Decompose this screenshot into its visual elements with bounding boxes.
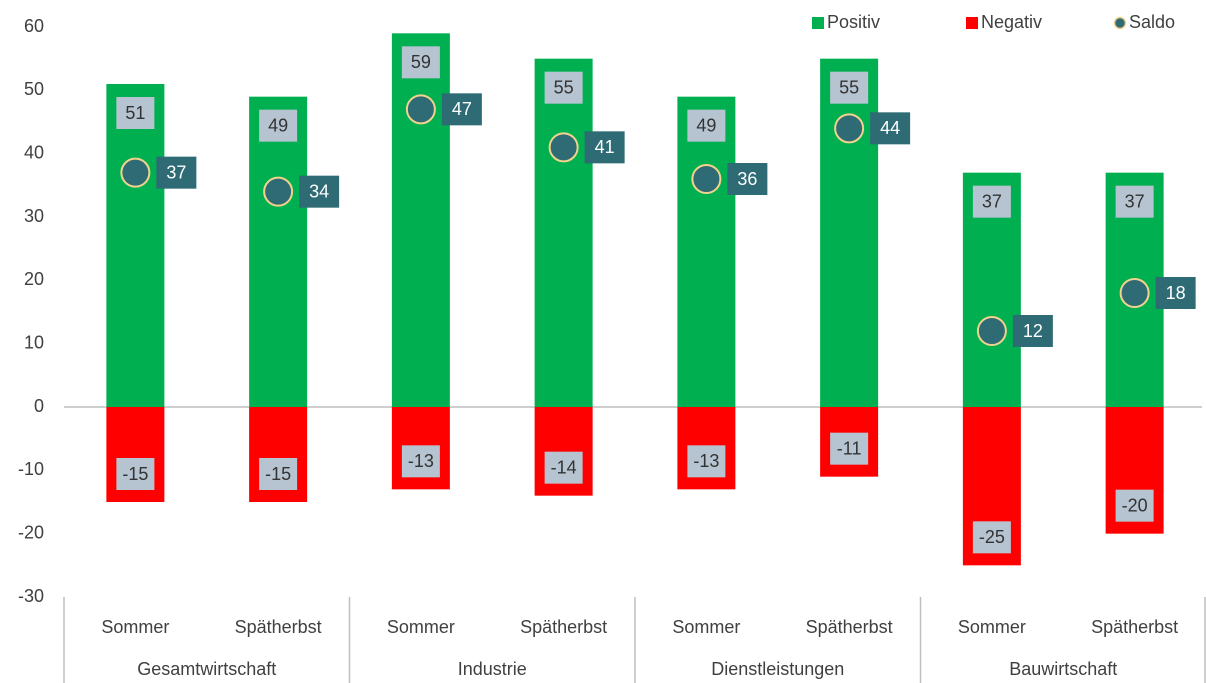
y-tick-label: -20 xyxy=(18,522,44,542)
value-label-box xyxy=(687,109,726,142)
value-label-box xyxy=(1115,489,1154,522)
legend-label: Positiv xyxy=(827,12,880,32)
value-label-box xyxy=(687,445,726,478)
legend-marker xyxy=(812,17,824,29)
value-label-box xyxy=(156,156,197,189)
value-label-box xyxy=(116,458,155,490)
y-tick-label: 30 xyxy=(24,206,44,226)
x-tick-label: Sommer xyxy=(672,617,740,637)
y-tick-label: -10 xyxy=(18,459,44,479)
y-tick-label: 40 xyxy=(24,142,44,162)
value-label: -15 xyxy=(122,464,148,484)
x-tick-label: Spätherbst xyxy=(520,617,607,637)
value-label: -25 xyxy=(979,527,1005,547)
y-tick-label: 50 xyxy=(24,79,44,99)
value-label: -15 xyxy=(265,464,291,484)
value-label-box xyxy=(544,71,583,104)
saldo-marker xyxy=(263,176,294,207)
value-label: 49 xyxy=(268,115,288,135)
x-tick-label: Spätherbst xyxy=(235,617,322,637)
y-tick-label: 0 xyxy=(34,396,44,416)
saldo-marker xyxy=(1119,278,1150,308)
value-label-box xyxy=(830,432,869,465)
x-tick-label: Spätherbst xyxy=(806,617,893,637)
value-label: 12 xyxy=(1023,321,1043,341)
value-label: 18 xyxy=(1166,283,1186,303)
bar xyxy=(106,84,165,407)
bar xyxy=(534,58,593,408)
group-label: Industrie xyxy=(458,659,527,679)
value-label-box xyxy=(116,97,155,129)
saldo-marker xyxy=(976,316,1007,346)
value-label: -14 xyxy=(551,457,577,477)
saldo-marker xyxy=(405,94,436,125)
group-label: Dienstleistungen xyxy=(711,659,844,679)
value-label: -20 xyxy=(1122,495,1148,515)
value-label: 49 xyxy=(696,115,716,135)
value-label-box xyxy=(401,46,440,79)
value-label-box xyxy=(972,521,1011,554)
legend-marker xyxy=(966,17,978,29)
x-tick-label: Sommer xyxy=(387,617,455,637)
x-tick-label: Sommer xyxy=(958,617,1026,637)
value-label-box xyxy=(259,109,298,142)
value-label: -11 xyxy=(837,438,862,458)
value-label: 36 xyxy=(737,169,757,189)
group-label: Gesamtwirtschaft xyxy=(137,659,276,679)
saldo-marker xyxy=(120,157,151,188)
bar xyxy=(391,33,450,407)
y-tick-label: 20 xyxy=(24,269,44,289)
value-label-box xyxy=(1115,185,1154,218)
value-label-box xyxy=(972,185,1011,218)
legend-label: Saldo xyxy=(1129,12,1175,32)
bar xyxy=(820,58,879,408)
value-label: 41 xyxy=(595,137,615,157)
y-tick-label: 60 xyxy=(24,16,44,36)
value-label: 37 xyxy=(982,191,1002,211)
value-label: 47 xyxy=(452,99,472,119)
value-label-box xyxy=(1012,315,1053,347)
bar xyxy=(677,96,736,408)
value-label: 37 xyxy=(1125,191,1145,211)
value-label: 51 xyxy=(125,103,145,123)
bar xyxy=(249,96,308,408)
saldo-marker xyxy=(548,132,579,163)
saldo-marker xyxy=(691,164,722,194)
y-tick-label: 10 xyxy=(24,332,44,352)
value-label-box xyxy=(830,71,869,104)
legend-marker xyxy=(1113,16,1127,30)
value-label: 44 xyxy=(880,118,900,138)
value-label: 55 xyxy=(554,77,574,97)
value-label-box xyxy=(441,93,482,126)
y-tick-label: -30 xyxy=(18,586,44,606)
value-label-box xyxy=(727,163,768,195)
value-label-box xyxy=(259,458,298,490)
value-label-box xyxy=(870,112,911,145)
value-label-box xyxy=(299,175,340,208)
value-label: -13 xyxy=(693,451,719,471)
value-label-box xyxy=(401,445,440,478)
value-label: 34 xyxy=(309,181,329,201)
legend-label: Negativ xyxy=(981,12,1042,32)
value-label-box xyxy=(544,451,583,484)
x-tick-label: Spätherbst xyxy=(1091,617,1178,637)
value-label-box xyxy=(584,131,625,164)
x-tick-label: Sommer xyxy=(101,617,169,637)
value-label: 59 xyxy=(411,52,431,72)
value-label: 55 xyxy=(839,77,859,97)
value-label: -13 xyxy=(408,451,434,471)
group-label: Bauwirtschaft xyxy=(1009,659,1117,679)
value-label: 37 xyxy=(166,162,186,182)
value-label-box xyxy=(1155,277,1196,309)
saldo-marker xyxy=(834,113,865,144)
